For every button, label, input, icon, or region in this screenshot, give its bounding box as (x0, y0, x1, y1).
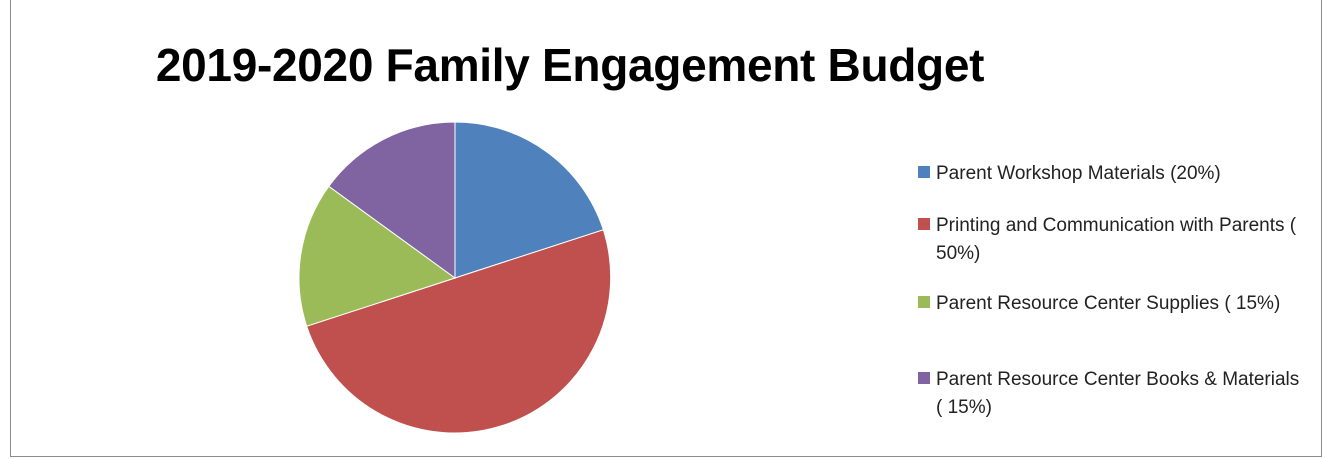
legend-label-books: Parent Resource Center Books & Materials… (936, 369, 1300, 418)
legend-item-supplies: Parent Resource Center Supplies ( 15%) (918, 290, 1308, 318)
legend-item-books: Parent Resource Center Books & Materials… (918, 366, 1308, 422)
pie-slice-supplies[interactable] (298, 185, 457, 327)
pie-slice-books[interactable] (328, 121, 456, 279)
chart-title: 2019-2020 Family Engagement Budget (155, 39, 985, 91)
chart-frame (10, 0, 1322, 457)
legend-label-supplies: Parent Resource Center Supplies ( 15%) (936, 293, 1281, 314)
pie-slice-workshop[interactable] (454, 121, 604, 279)
legend-swatch-printing (918, 218, 930, 230)
legend-item-printing: Printing and Communication with Parents … (918, 212, 1308, 268)
legend-swatch-books (918, 372, 930, 384)
legend-label-workshop: Parent Workshop Materials (20%) (936, 163, 1221, 184)
pie-slice-printing[interactable] (306, 229, 612, 434)
legend-label-printing: Printing and Communication with Parents … (936, 215, 1297, 264)
legend-swatch-workshop (918, 166, 930, 178)
legend-swatch-supplies (918, 296, 930, 308)
legend-item-workshop: Parent Workshop Materials (20%) (918, 160, 1308, 188)
